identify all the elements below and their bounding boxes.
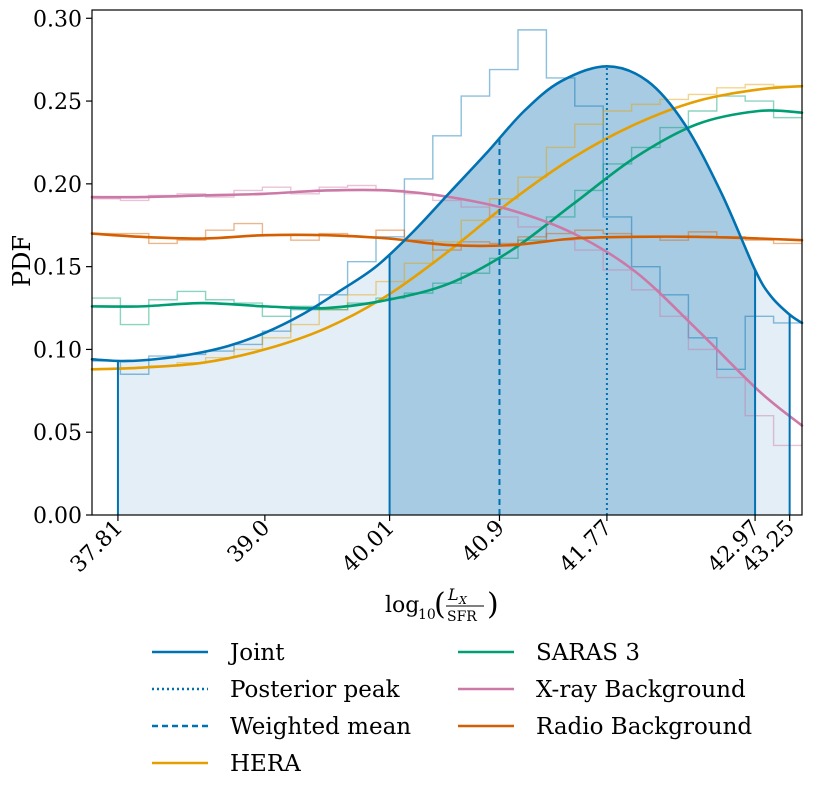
histogram-hera xyxy=(92,83,802,370)
x-axis-label-log: log xyxy=(385,593,419,618)
plot-frame xyxy=(91,9,803,516)
x-tick-label: 40.01 xyxy=(338,516,400,578)
x-axis-label-rparen: ) xyxy=(487,587,499,622)
y-tick-label: 0.15 xyxy=(33,256,82,281)
y-tick-label: 0.00 xyxy=(33,504,82,529)
x-axis-label-denominator: SFR xyxy=(447,609,477,625)
curve-x-ray-background xyxy=(90,188,804,427)
y-tick-label: 0.30 xyxy=(33,7,82,32)
legend-label-weighted-mean: Weighted mean xyxy=(230,714,411,740)
legend: Joint Posterior peak Weighted mean HERA SARA… xyxy=(152,640,752,777)
legend-label-x-ray-background: X-ray Background xyxy=(536,677,746,703)
y-axis-label: PDF xyxy=(8,235,36,287)
curve-joint xyxy=(90,64,804,363)
legend-label-saras-3: SARAS 3 xyxy=(536,640,640,666)
credible-interval-fills xyxy=(117,66,790,515)
x-axis-label: log 10 ( L X SFR ) xyxy=(385,585,499,625)
y-tick-label: 0.20 xyxy=(33,173,82,198)
x-axis-label-log-sub: 10 xyxy=(418,607,436,623)
marker-lines xyxy=(116,66,791,515)
y-tick-label: 0.25 xyxy=(33,90,82,115)
x-tick-label: 40.9 xyxy=(457,516,509,568)
x-axis-label-numerator: L xyxy=(447,585,459,604)
y-tick-label: 0.10 xyxy=(33,338,82,363)
curve-radio-background xyxy=(90,232,804,248)
legend-label-posterior-peak: Posterior peak xyxy=(230,677,401,703)
pdf-curves xyxy=(90,64,804,427)
y-tick-label: 0.05 xyxy=(33,421,82,446)
x-tick-label: 41.77 xyxy=(555,516,617,578)
histogram-radio-background xyxy=(92,222,802,251)
legend-label-hera: HERA xyxy=(230,751,301,777)
legend-label-radio-background: Radio Background xyxy=(536,714,752,740)
x-tick-label: 39.0 xyxy=(223,516,275,568)
curve-saras-3 xyxy=(90,109,804,310)
y-axis: 0.00 0.05 0.10 0.15 0.20 0.25 0.30 xyxy=(33,7,92,529)
inner-interval-fill xyxy=(389,66,756,515)
x-axis-label-numerator-sub: X xyxy=(458,594,468,607)
x-axis-label-lparen: ( xyxy=(434,587,446,622)
legend-label-joint: Joint xyxy=(228,640,285,666)
curve-hera xyxy=(90,84,804,371)
